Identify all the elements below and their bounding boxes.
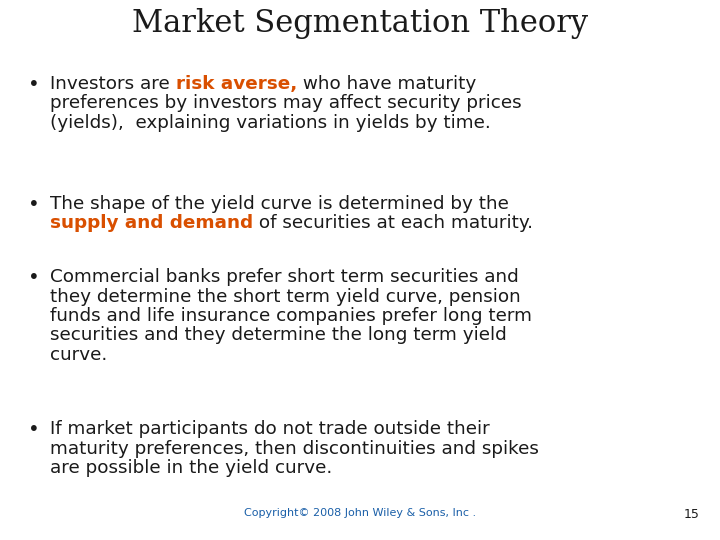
Text: Investors are: Investors are [50, 75, 176, 93]
Text: Commercial banks prefer short term securities and: Commercial banks prefer short term secur… [50, 268, 518, 286]
Text: •: • [28, 195, 40, 214]
Text: The shape of the yield curve is determined by the: The shape of the yield curve is determin… [50, 195, 509, 213]
Text: of securities at each maturity.: of securities at each maturity. [253, 214, 533, 233]
Text: Copyright© 2008 John Wiley & Sons, Inc .: Copyright© 2008 John Wiley & Sons, Inc . [244, 508, 476, 518]
Text: securities and they determine the long term yield: securities and they determine the long t… [50, 327, 507, 345]
Text: are possible in the yield curve.: are possible in the yield curve. [50, 459, 332, 477]
Text: 15: 15 [684, 508, 700, 521]
Text: supply and demand: supply and demand [50, 214, 253, 233]
Text: If market participants do not trade outside their: If market participants do not trade outs… [50, 420, 490, 438]
Text: funds and life insurance companies prefer long term: funds and life insurance companies prefe… [50, 307, 532, 325]
Text: risk averse,: risk averse, [176, 75, 297, 93]
Text: they determine the short term yield curve, pension: they determine the short term yield curv… [50, 287, 521, 306]
Text: who have maturity: who have maturity [297, 75, 476, 93]
Text: •: • [28, 420, 40, 439]
Text: curve.: curve. [50, 346, 107, 364]
Text: maturity preferences, then discontinuities and spikes: maturity preferences, then discontinuiti… [50, 440, 539, 457]
Text: preferences by investors may affect security prices: preferences by investors may affect secu… [50, 94, 521, 112]
Text: •: • [28, 75, 40, 94]
Text: (yields),  explaining variations in yields by time.: (yields), explaining variations in yield… [50, 114, 491, 132]
Text: Market Segmentation Theory: Market Segmentation Theory [132, 8, 588, 39]
Text: •: • [28, 268, 40, 287]
